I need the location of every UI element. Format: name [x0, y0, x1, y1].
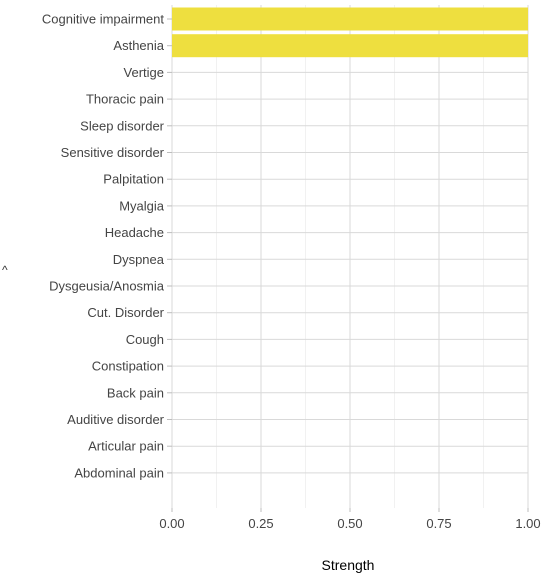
y-tick-label: Palpitation — [103, 172, 164, 187]
y-axis: Cognitive impairment Asthenia Vertige Thora… — [42, 12, 172, 480]
y-tick-label: Dysgeusia/Anosmia — [49, 279, 165, 294]
y-tick-label: Dyspnea — [113, 252, 165, 267]
bar — [172, 34, 528, 58]
y-tick-label: Cough — [126, 332, 164, 347]
y-tick-label: Back pain — [107, 385, 164, 400]
y-tick-label: Thoracic pain — [86, 92, 164, 107]
y-tick-label: Constipation — [92, 359, 164, 374]
y-tick-label: Articular pain — [88, 439, 164, 454]
y-tick-label: Abdominal pain — [74, 465, 164, 480]
x-tick-label: 0.00 — [159, 516, 184, 531]
x-tick-label: 0.50 — [337, 516, 362, 531]
stray-caret-mark: ^ — [2, 263, 8, 277]
y-tick-label: Sensitive disorder — [61, 145, 165, 160]
x-tick-label: 0.75 — [426, 516, 451, 531]
x-axis: 0.00 0.25 0.50 0.75 1.00 — [159, 508, 541, 531]
bars-group — [172, 7, 528, 58]
y-tick-label: Headache — [105, 225, 164, 240]
y-tick-label: Sleep disorder — [80, 118, 164, 133]
y-tick-label: Cut. Disorder — [87, 305, 164, 320]
y-tick-label: Asthenia — [113, 38, 164, 53]
grid-lines — [171, 5, 529, 508]
bar — [172, 7, 528, 31]
y-tick-label: Auditive disorder — [67, 412, 164, 427]
y-tick-label: Myalgia — [119, 198, 165, 213]
x-tick-label: 0.25 — [248, 516, 273, 531]
y-tick-label: Cognitive impairment — [42, 12, 164, 27]
x-axis-title: Strength — [322, 557, 375, 573]
x-tick-label: 1.00 — [515, 516, 540, 531]
y-tick-label: Vertige — [124, 65, 164, 80]
